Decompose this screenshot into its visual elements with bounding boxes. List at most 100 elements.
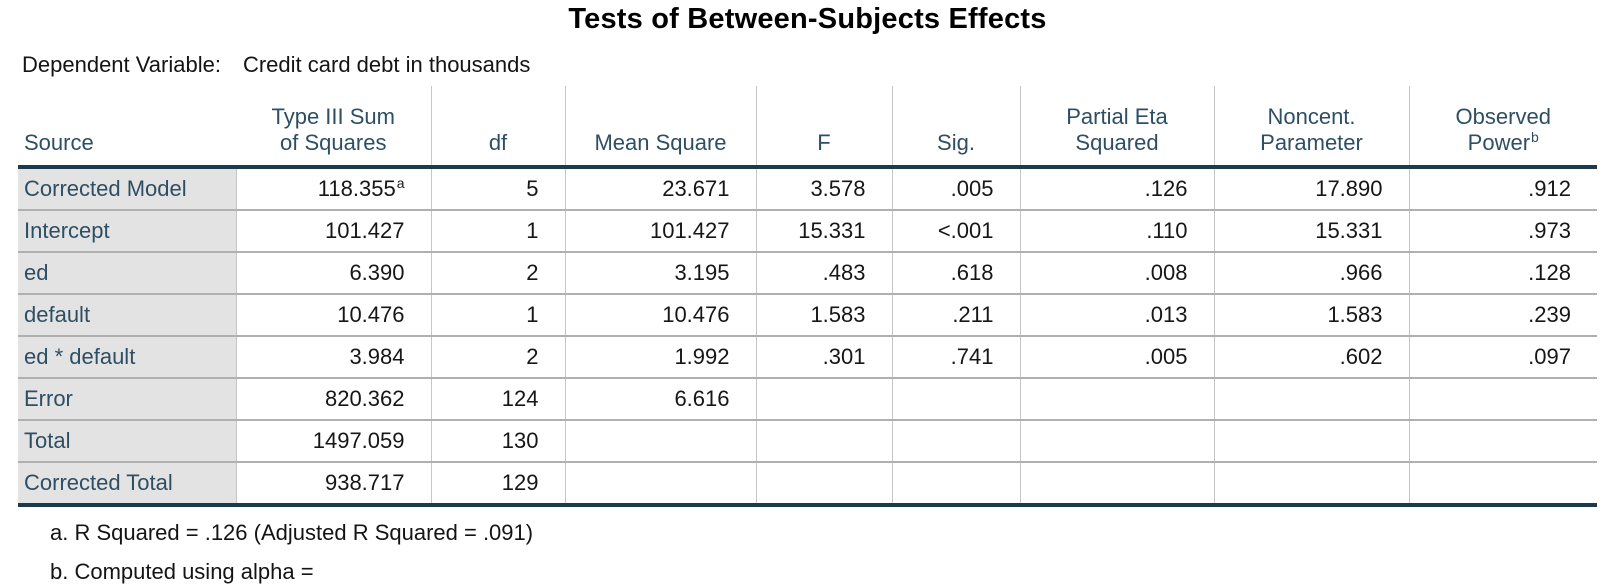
data-cell: .602 — [1213, 336, 1409, 379]
data-cell: 23.671 — [564, 167, 756, 211]
row-label: Error — [18, 378, 236, 421]
footnotes: a. R Squared = .126 (Adjusted R Squared … — [50, 520, 1620, 585]
data-cell: 6.616 — [564, 378, 756, 421]
tests-of-between-subjects-effects-table[interactable]: Source Type III Sum of Squares df Mean Squar… — [18, 86, 1597, 507]
data-cell: 118.355a — [235, 167, 431, 211]
data-cell — [564, 462, 756, 507]
data-cell: 101.427 — [564, 210, 756, 253]
data-cell — [891, 462, 1020, 507]
data-cell: 10.476 — [564, 294, 756, 337]
data-cell: 130 — [430, 420, 565, 463]
row-label: Corrected Model — [18, 167, 236, 211]
dependent-variable-line: Dependent Variable: Credit card debt in t… — [22, 52, 1620, 78]
column-header-type-iii-sum-of-squares: Type III Sum of Squares — [236, 86, 431, 169]
data-cell: .966 — [1213, 252, 1409, 295]
data-cell: 15.331 — [755, 210, 892, 253]
footnote-marker-a: a — [396, 174, 405, 191]
data-cell: <.001 — [891, 210, 1020, 253]
column-header-noncent-parameter: Noncent. Parameter — [1213, 86, 1409, 169]
data-cell — [891, 378, 1020, 421]
data-cell — [1019, 462, 1214, 507]
data-cell: .008 — [1019, 252, 1214, 295]
data-cell: .126 — [1019, 167, 1214, 211]
column-header-mean-square: Mean Square — [564, 86, 756, 169]
table-row: default 10.476 1 10.476 1.583.211.013 1.583.2… — [18, 294, 1597, 337]
data-cell — [1408, 462, 1597, 507]
data-cell — [891, 420, 1020, 463]
data-cell: .912 — [1408, 167, 1597, 211]
column-header-partial-eta-squared: Partial Eta Squared — [1019, 86, 1214, 169]
data-cell: .741 — [891, 336, 1020, 379]
data-cell: .483 — [755, 252, 892, 295]
data-cell: 101.427 — [235, 210, 431, 253]
column-header-sig: Sig. — [891, 86, 1020, 169]
data-cell: .973 — [1408, 210, 1597, 253]
data-cell: .005 — [891, 167, 1020, 211]
table-header-row: Source Type III Sum of Squares df Mean Squar… — [18, 86, 1597, 169]
data-cell — [1213, 462, 1409, 507]
data-cell: .110 — [1019, 210, 1214, 253]
data-cell — [1213, 420, 1409, 463]
data-cell: 15.331 — [1213, 210, 1409, 253]
row-label: Corrected Total — [18, 462, 236, 507]
data-cell — [755, 420, 892, 463]
data-cell: 1.583 — [1213, 294, 1409, 337]
data-cell: 1 — [430, 210, 565, 253]
data-cell: 820.362 — [235, 378, 431, 421]
footnote-b: b. Computed using alpha = — [50, 559, 314, 584]
table-row: Intercept 101.427 1 101.427 15.331 <.001.110 1… — [18, 210, 1597, 253]
data-cell: .128 — [1408, 252, 1597, 295]
data-cell: 3.578 — [755, 167, 892, 211]
data-cell: .097 — [1408, 336, 1597, 379]
data-cell: .618 — [891, 252, 1020, 295]
data-cell: .013 — [1019, 294, 1214, 337]
data-cell — [1019, 378, 1214, 421]
data-cell: 3.984 — [235, 336, 431, 379]
data-cell: 17.890 — [1213, 167, 1409, 211]
row-label: Intercept — [18, 210, 236, 253]
row-label: ed — [18, 252, 236, 295]
column-header-observed-power: Observed Powerb — [1408, 86, 1597, 169]
table-row: Corrected Total 938.717 129 — [18, 462, 1597, 507]
table-row: Corrected Model 118.355a 5 23.671 3.578.005.… — [18, 167, 1597, 211]
data-cell: .301 — [755, 336, 892, 379]
data-cell: 3.195 — [564, 252, 756, 295]
row-label: Total — [18, 420, 236, 463]
row-label: default — [18, 294, 236, 337]
dependent-variable-label: Dependent Variable: — [22, 52, 221, 77]
data-cell: 1497.059 — [235, 420, 431, 463]
footnote-marker-b: b — [1531, 128, 1539, 145]
data-cell — [1408, 420, 1597, 463]
data-cell: 129 — [430, 462, 565, 507]
data-cell — [1019, 420, 1214, 463]
data-cell: 2 — [430, 336, 565, 379]
data-cell: 6.390 — [235, 252, 431, 295]
data-cell: 2 — [430, 252, 565, 295]
data-cell: .211 — [891, 294, 1020, 337]
data-cell — [1408, 378, 1597, 421]
column-header-source: Source — [18, 86, 236, 169]
row-label: ed * default — [18, 336, 236, 379]
data-cell — [755, 378, 892, 421]
data-cell: 10.476 — [235, 294, 431, 337]
dependent-variable-value: Credit card debt in thousands — [242, 52, 531, 77]
data-cell: .005 — [1019, 336, 1214, 379]
data-cell — [1213, 378, 1409, 421]
data-cell: 1.992 — [564, 336, 756, 379]
data-cell — [755, 462, 892, 507]
data-cell: 1.583 — [755, 294, 892, 337]
table-row: Total 1497.059 130 — [18, 420, 1597, 463]
table-row: Error 820.362 124 6.616 — [18, 378, 1597, 421]
column-header-f: F — [755, 86, 892, 169]
data-cell: 1 — [430, 294, 565, 337]
data-cell: .239 — [1408, 294, 1597, 337]
data-cell: 5 — [430, 167, 565, 211]
table-row: ed 6.390 2 3.195.483.618.008.966.128 — [18, 252, 1597, 295]
table-title: Tests of Between-Subjects Effects — [568, 3, 1047, 35]
data-cell — [564, 420, 756, 463]
table-row: ed * default 3.984 2 1.992.301.741.005.602.… — [18, 336, 1597, 379]
data-cell: 938.717 — [235, 462, 431, 507]
footnote-a: a. R Squared = .126 (Adjusted R Squared … — [50, 520, 534, 545]
column-header-df: df — [430, 86, 565, 169]
